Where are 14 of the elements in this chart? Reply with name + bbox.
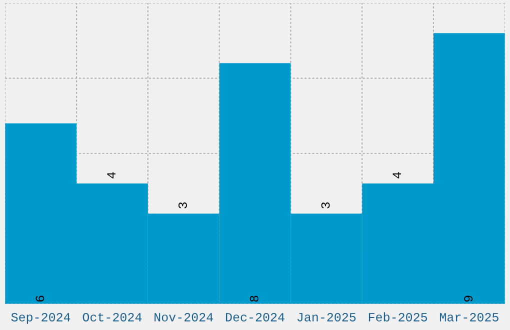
x-tick-label: Mar-2025 [440,312,498,322]
x-tick-label: Dec-2024 [226,312,284,322]
data-label: 9 [464,296,473,302]
data-label: 6 [36,296,44,302]
x-tick-label: Jan-2025 [297,312,356,322]
data-label: 4 [107,172,116,178]
x-tick-label: Oct-2024 [82,312,142,322]
data-label: 3 [321,202,330,208]
data-label: 3 [178,202,187,208]
data-label: 8 [250,296,258,302]
x-tick-label: Nov-2024 [154,312,213,322]
data-label: 4 [392,172,402,178]
x-tick-label: Sep-2024 [11,312,70,324]
x-tick-label: Feb-2025 [368,312,428,322]
